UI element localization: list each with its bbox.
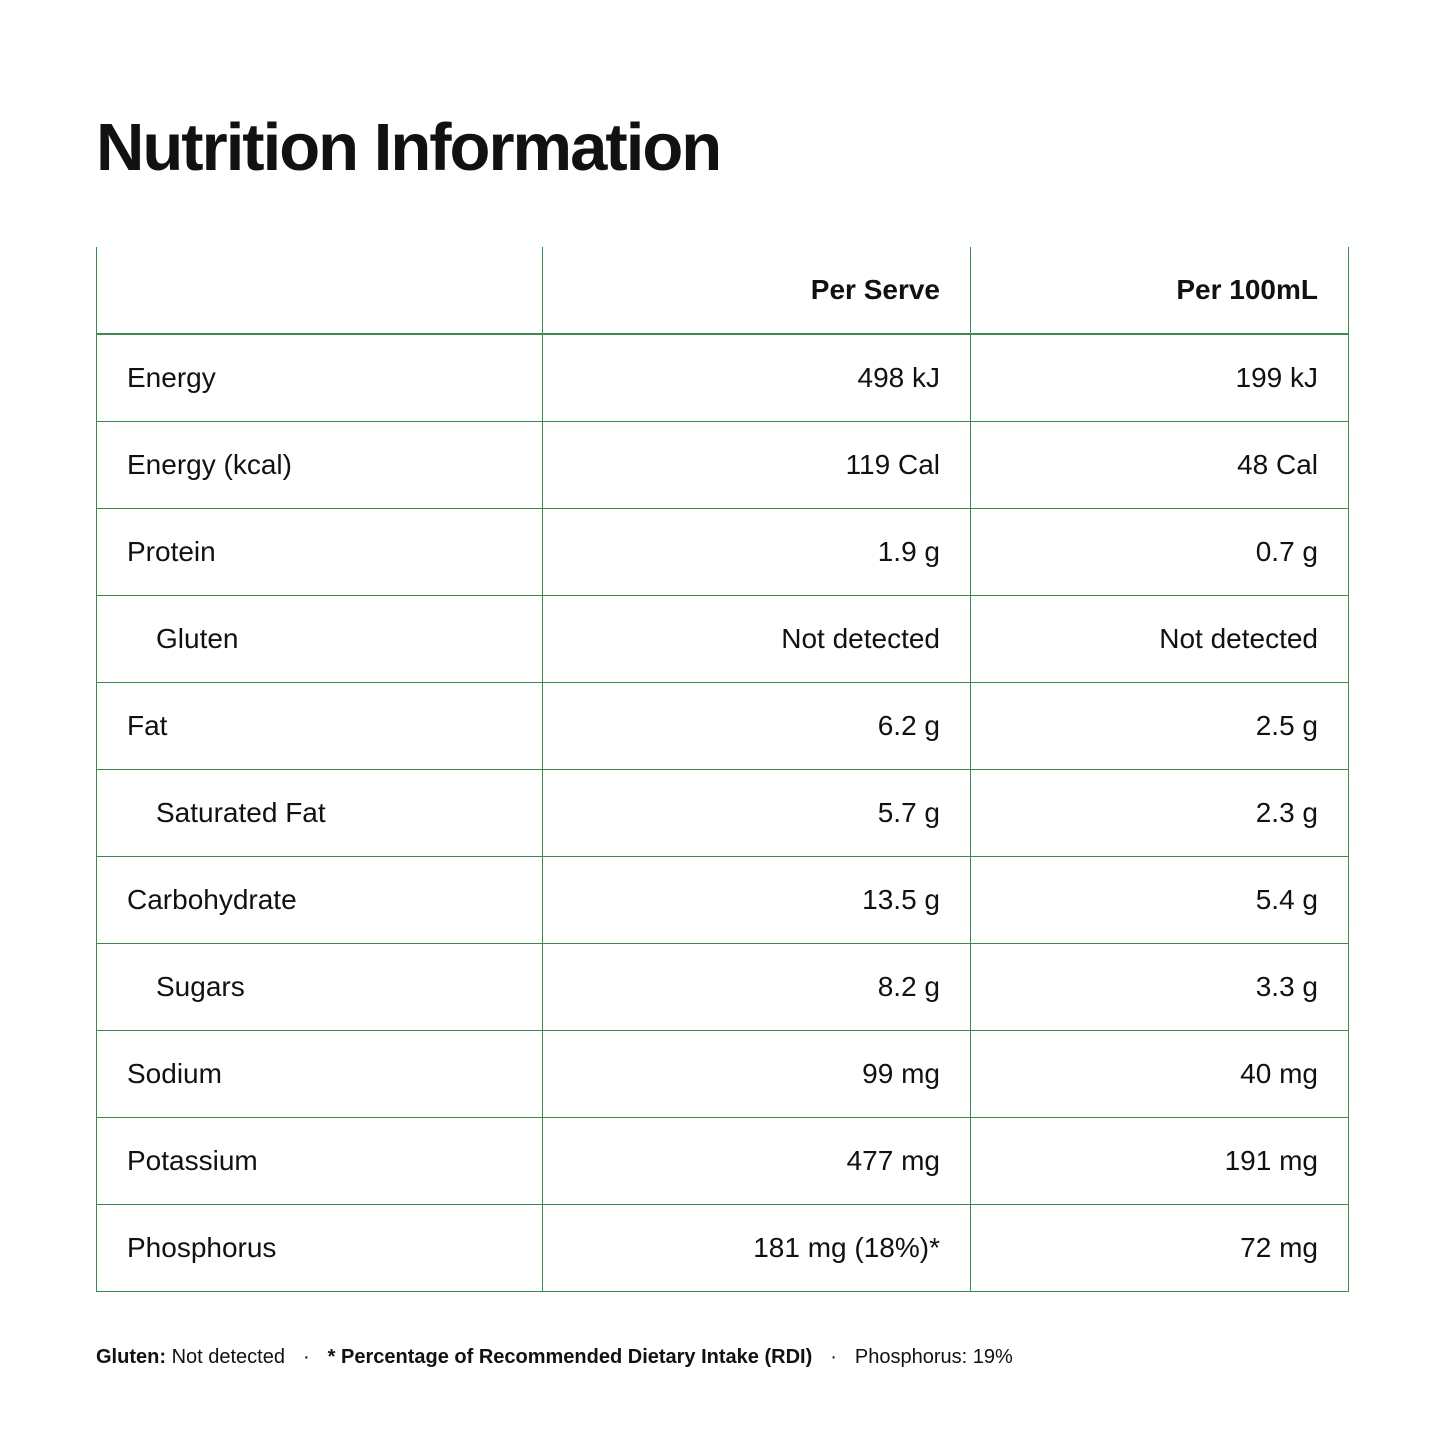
nutrient-label: Sugars [96, 942, 543, 1031]
nutrient-value: 5.4 g [970, 855, 1349, 944]
nutrient-value: 191 mg [970, 1116, 1349, 1205]
nutrient-label: Phosphorus [96, 1203, 543, 1292]
nutrient-value: 40 mg [970, 1029, 1349, 1118]
gluten-label: Gluten: [96, 1346, 166, 1368]
header-cell [96, 247, 543, 335]
nutrient-row: Phosphorus 181 mg (18%)* 72 mg [96, 1203, 1349, 1292]
nutrient-value: 199 kJ [970, 333, 1349, 422]
column-header: Per Serve [542, 247, 971, 335]
gluten-text: Not detected [171, 1346, 285, 1368]
nutrition-table: Per Serve Per 100mL Energy 498 kJ 199 kJ Ener… [96, 247, 1349, 1292]
nutrient-label: Energy [96, 333, 543, 422]
nutrient-label: Sodium [96, 1029, 543, 1118]
nutrient-value: 6.2 g [542, 681, 971, 770]
nutrient-row: Potassium 477 mg 191 mg [96, 1116, 1349, 1205]
nutrient-value: 72 mg [970, 1203, 1349, 1292]
nutrient-value: 477 mg [542, 1116, 971, 1205]
footer: Gluten: Not detected · * Percentage of Rec… [96, 1346, 1013, 1369]
nutrient-label: Saturated Fat [96, 768, 543, 857]
nutrient-value: 8.2 g [542, 942, 971, 1031]
phosphorus-note: Phosphorus: 19% [854, 1346, 1013, 1368]
header-row: Per Serve Per 100mL [96, 247, 1349, 335]
nutrient-value: 1.9 g [542, 507, 971, 596]
nutrient-row: Energy 498 kJ 199 kJ [96, 333, 1349, 422]
nutrient-value: 2.5 g [970, 681, 1349, 770]
nutrient-value: 13.5 g [542, 855, 971, 944]
nutrient-label: Potassium [96, 1116, 543, 1205]
nutrient-value: 0.7 g [970, 507, 1349, 596]
nutrient-value: 2.3 g [970, 768, 1349, 857]
column-header: Per 100mL [970, 247, 1349, 335]
nutrient-label: Gluten [96, 594, 543, 683]
nutrient-row: Saturated Fat 5.7 g 2.3 g [96, 768, 1349, 857]
nutrient-value: 498 kJ [542, 333, 971, 422]
nutrient-value: 99 mg [542, 1029, 971, 1118]
nutrient-value: 3.3 g [970, 942, 1349, 1031]
nutrient-row: Protein 1.9 g 0.7 g [96, 507, 1349, 596]
nutrient-row: Sodium 99 mg 40 mg [96, 1029, 1349, 1118]
nutrient-value: 5.7 g [542, 768, 971, 857]
nutrient-label: Carbohydrate [96, 855, 543, 944]
nutrient-label: Fat [96, 681, 543, 770]
nutrient-row: Gluten Not detected Not detected [96, 594, 1349, 683]
separator: · [830, 1346, 837, 1368]
nutrient-row: Fat 6.2 g 2.5 g [96, 681, 1349, 770]
nutrient-row: Energy (kcal) 119 Cal 48 Cal [96, 420, 1349, 509]
nutrient-value: Not detected [542, 594, 971, 683]
nutrient-row: Sugars 8.2 g 3.3 g [96, 942, 1349, 1031]
title: Nutrition Information [96, 110, 722, 185]
nutrient-value: 181 mg (18%)* [542, 1203, 971, 1292]
nutrient-value: 119 Cal [542, 420, 971, 509]
nutrient-label: Energy (kcal) [96, 420, 543, 509]
nutrient-value: 48 Cal [970, 420, 1349, 509]
nutrient-row: Carbohydrate 13.5 g 5.4 g [96, 855, 1349, 944]
rdi-note: * Percentage of Recommended Dietary Inta… [327, 1346, 813, 1368]
nutrient-label: Protein [96, 507, 543, 596]
separator: · [302, 1346, 310, 1368]
nutrient-value: Not detected [970, 594, 1349, 683]
